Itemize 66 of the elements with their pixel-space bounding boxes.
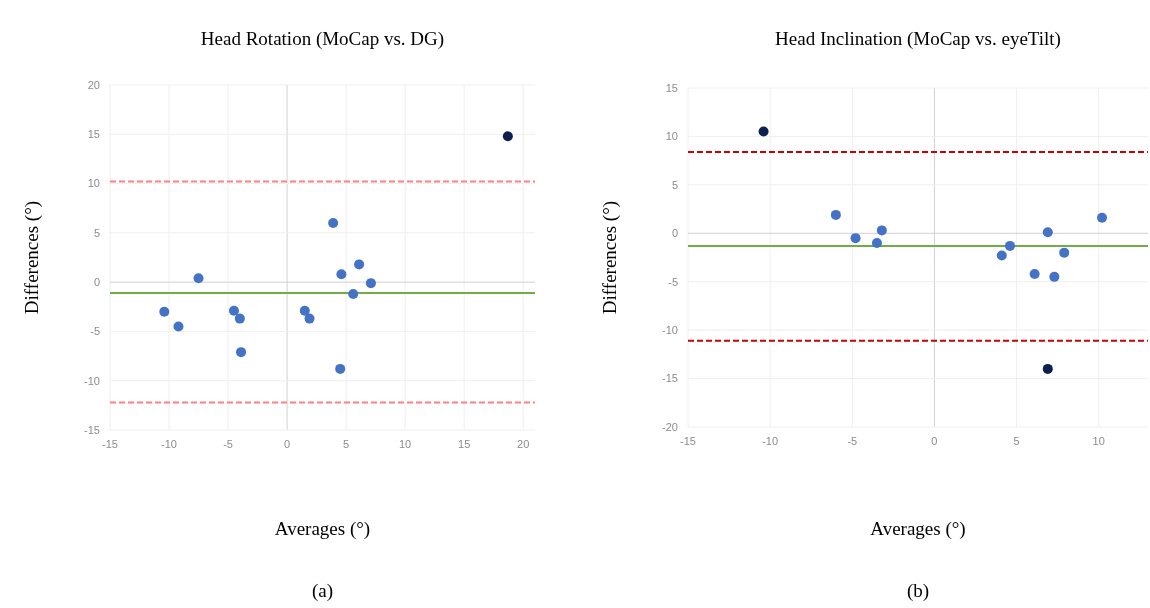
point xyxy=(335,363,346,374)
x-tick-label: 10 xyxy=(399,438,412,450)
x-tick-label: -5 xyxy=(847,435,858,447)
y-tick-label: -10 xyxy=(662,323,678,336)
point xyxy=(1059,247,1070,258)
point xyxy=(348,288,359,299)
x-tick-label: 0 xyxy=(931,435,938,447)
x-tick-label: -10 xyxy=(762,435,779,447)
x-tick-label: -15 xyxy=(680,435,696,447)
y-tick-label: 5 xyxy=(93,226,100,239)
point xyxy=(850,233,861,244)
chart-title: Head Inclination (MoCap vs. eyeTilt) xyxy=(775,28,1061,50)
y-tick-label: 0 xyxy=(671,227,678,240)
point xyxy=(173,321,184,332)
point xyxy=(354,259,365,270)
x-axis-title: Averages (°) xyxy=(870,518,966,540)
point xyxy=(758,126,769,137)
y-axis-title: Differences (°) xyxy=(21,200,43,315)
point xyxy=(502,131,513,142)
point xyxy=(228,305,239,316)
text: (a) xyxy=(311,580,334,602)
point xyxy=(299,305,310,316)
point xyxy=(830,209,841,220)
y-tick-label: 15 xyxy=(87,128,100,141)
point xyxy=(193,273,204,284)
point xyxy=(159,306,170,317)
x-tick-label: 15 xyxy=(458,438,471,450)
y-tick-label: -5 xyxy=(668,275,678,288)
point xyxy=(304,313,315,324)
point xyxy=(1042,227,1053,238)
x-tick-label: 5 xyxy=(343,438,350,450)
y-tick-label: 0 xyxy=(93,275,100,288)
point xyxy=(1042,363,1053,374)
point xyxy=(328,218,339,228)
chart-title: Head Rotation (MoCap vs. DG) xyxy=(200,28,445,50)
x-axis-title: Averages (°) xyxy=(274,518,371,540)
point xyxy=(365,278,376,289)
y-tick-label: -5 xyxy=(90,325,100,338)
point xyxy=(336,269,347,280)
y-tick-label: 10 xyxy=(665,130,678,143)
x-tick-label: 5 xyxy=(1013,435,1020,447)
point xyxy=(1005,240,1015,251)
y-tick-label: -10 xyxy=(84,374,100,387)
point xyxy=(1049,271,1060,282)
point xyxy=(871,237,882,248)
x-tick-label: -5 xyxy=(223,438,233,450)
point xyxy=(234,313,245,324)
y-tick-label: 5 xyxy=(671,178,678,191)
y-tick-label: 20 xyxy=(87,78,100,91)
x-tick-label: -15 xyxy=(102,438,118,450)
point xyxy=(1097,212,1107,223)
y-tick-label: 15 xyxy=(665,81,678,94)
x-tick-label: -10 xyxy=(161,438,177,450)
point xyxy=(996,250,1007,261)
point xyxy=(236,347,247,358)
x-tick-label: 10 xyxy=(1092,435,1105,447)
x-tick-label: 20 xyxy=(517,438,530,450)
point xyxy=(1029,268,1040,279)
y-axis-title: Differences (°) xyxy=(599,200,621,315)
y-tick-label: -20 xyxy=(662,420,678,433)
y-tick-label: -15 xyxy=(662,372,678,385)
y-tick-label: 10 xyxy=(87,177,100,190)
point xyxy=(876,225,887,236)
text: (b) xyxy=(906,580,930,602)
y-tick-label: -15 xyxy=(84,423,100,436)
x-tick-label: 0 xyxy=(284,438,291,450)
